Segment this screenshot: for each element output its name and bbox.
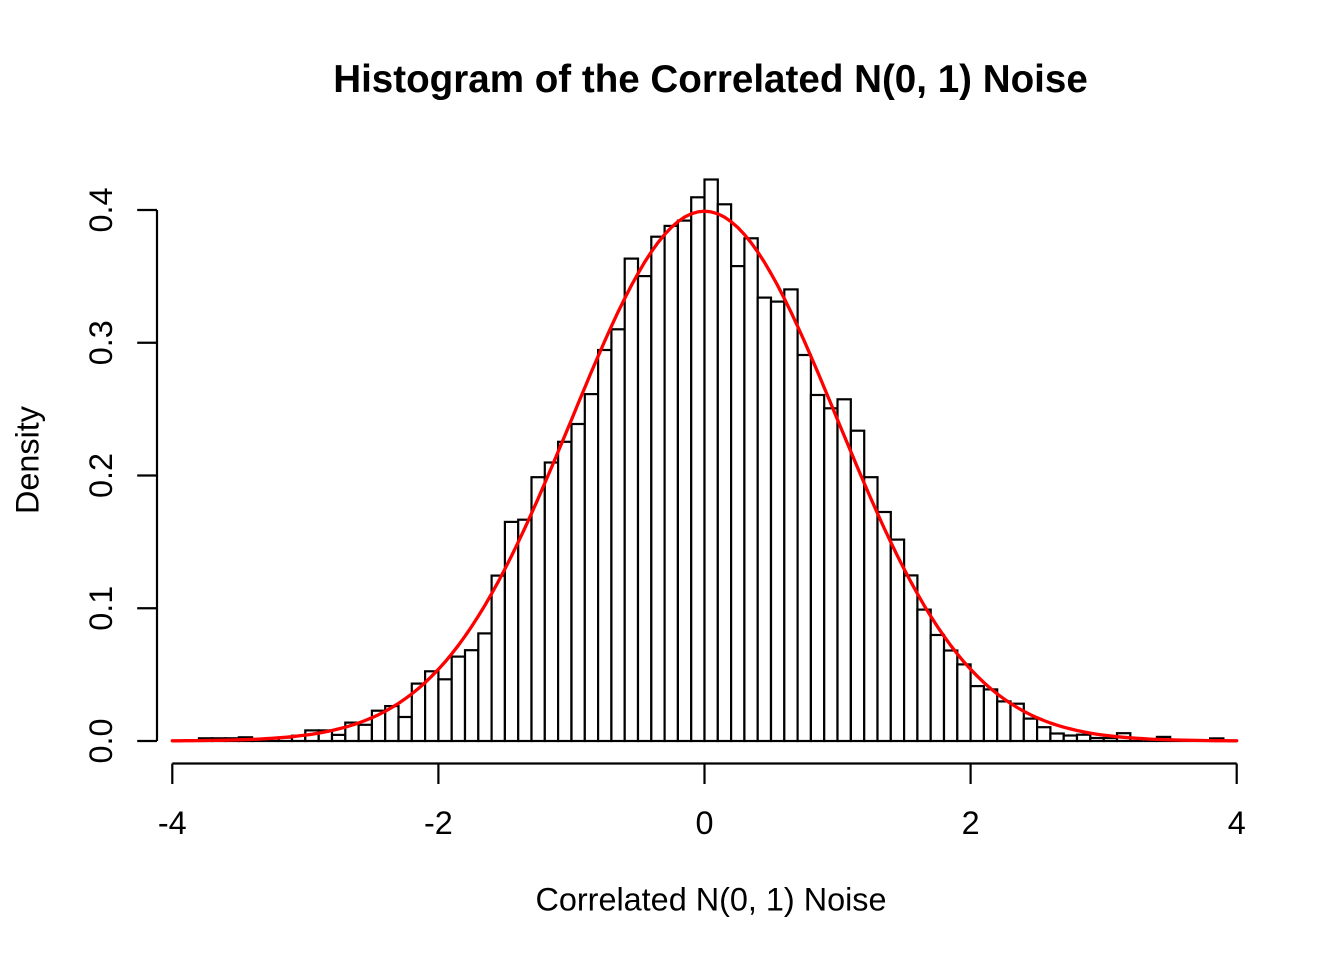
svg-text:Density: Density bbox=[10, 405, 46, 514]
svg-text:0.3: 0.3 bbox=[83, 320, 119, 365]
svg-text:0.4: 0.4 bbox=[83, 187, 119, 232]
svg-text:Correlated N(0, 1) Noise: Correlated N(0, 1) Noise bbox=[535, 881, 886, 917]
svg-text:-4: -4 bbox=[158, 805, 187, 841]
svg-text:0.1: 0.1 bbox=[83, 586, 119, 631]
svg-text:-2: -2 bbox=[424, 805, 453, 841]
svg-text:4: 4 bbox=[1228, 805, 1246, 841]
svg-text:0: 0 bbox=[695, 805, 713, 841]
svg-text:Histogram of the Correlated N(: Histogram of the Correlated N(0, 1) Nois… bbox=[333, 58, 1088, 101]
svg-text:2: 2 bbox=[962, 805, 980, 841]
svg-text:0.0: 0.0 bbox=[83, 718, 119, 763]
svg-text:0.2: 0.2 bbox=[83, 453, 119, 498]
